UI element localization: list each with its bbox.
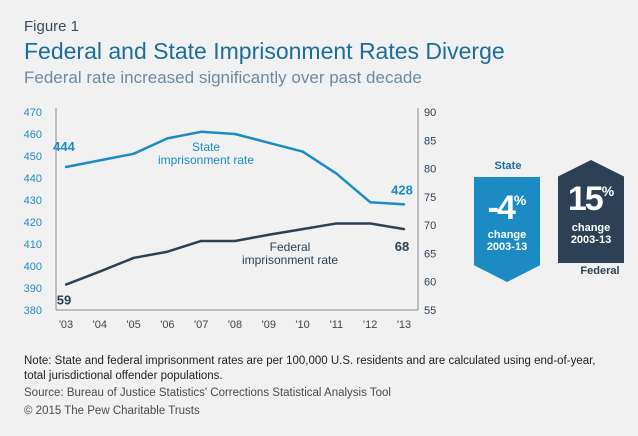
federal-data-point	[98, 270, 102, 273]
federal-data-point	[233, 239, 237, 243]
left-tick-label: 470	[24, 107, 42, 119]
right-tick-label: 70	[424, 220, 436, 232]
federal-series-line	[65, 222, 405, 286]
federal-data-point	[402, 227, 406, 231]
federal-change-word: change	[571, 222, 611, 234]
state-series-line	[65, 130, 405, 206]
left-tick-label: 420	[24, 217, 42, 229]
x-tick-label: '11	[330, 319, 344, 331]
x-tick-label: '04	[93, 319, 107, 331]
left-tick-label: 450	[24, 151, 42, 163]
state-change-period: 2003-13	[486, 241, 528, 253]
federal-series-label-line1: Federal	[270, 240, 311, 254]
left-tick-label: 410	[24, 239, 42, 251]
left-tick-label: 390	[24, 283, 42, 295]
federal-end-label: 68	[395, 239, 409, 254]
left-tick-label: 460	[24, 129, 42, 141]
copyright-line: © 2015 The Pew Charitable Trusts	[24, 405, 200, 417]
right-axis: 90 85 80 75 70 65 60 55	[424, 107, 436, 317]
right-tick-label: 80	[424, 164, 436, 176]
state-data-point	[335, 172, 338, 175]
x-tick-label: '09	[262, 319, 276, 331]
state-end-label: 428	[391, 182, 413, 197]
left-tick-label: 430	[24, 195, 42, 207]
x-tick-label: '05	[126, 319, 140, 331]
right-tick-label: 55	[424, 305, 436, 317]
federal-data-point	[166, 250, 169, 253]
state-data-point	[369, 201, 372, 204]
left-axis: 470 460 450 440 430 420 410 400 390 380	[24, 107, 42, 317]
state-data-point	[402, 203, 406, 206]
state-series-label-line2: imprisonment rate	[158, 153, 254, 167]
state-data-point	[132, 152, 135, 155]
state-data-point	[64, 165, 68, 169]
federal-change-badge: 15% change 2003-13	[558, 160, 624, 263]
figure-label: Figure 1	[24, 18, 80, 35]
right-tick-label: 65	[424, 248, 436, 260]
x-tick-label: '08	[228, 319, 242, 331]
x-tick-label: '03	[59, 319, 73, 331]
x-tick-label: '13	[397, 319, 411, 331]
federal-data-point	[64, 283, 68, 286]
state-data-point	[166, 137, 169, 140]
footnote: Note: State and federal imprisonment rat…	[24, 355, 596, 382]
source-line: Source: Bureau of Justice Statistics' Co…	[24, 387, 391, 399]
state-data-point	[233, 132, 237, 136]
state-change-badge: -4% change 2003-13	[474, 177, 540, 282]
x-tick-label: '06	[160, 319, 174, 331]
federal-data-point	[267, 233, 270, 236]
federal-badge-label: Federal	[580, 265, 620, 277]
x-tick-label: '12	[363, 319, 377, 331]
left-tick-label: 400	[24, 261, 42, 273]
state-change-value: 4	[496, 189, 516, 227]
left-tick-label: 440	[24, 173, 42, 185]
right-tick-label: 90	[424, 107, 436, 119]
federal-series-label-line2: imprisonment rate	[242, 253, 338, 267]
state-change-word: change	[487, 229, 527, 241]
right-tick-label: 60	[424, 277, 436, 289]
state-data-point	[301, 150, 304, 153]
state-percent-sign: %	[513, 192, 527, 208]
federal-data-point	[335, 222, 338, 225]
federal-change-value: 15	[567, 180, 604, 218]
left-tick-label: 380	[24, 305, 42, 317]
chart-title: Federal and State Imprisonment Rates Div…	[24, 38, 505, 64]
state-start-label: 444	[53, 139, 75, 154]
federal-percent-sign: %	[601, 183, 615, 199]
x-axis: '03 '04 '05 '06 '07 '08 '09 '10 '11 '12 '13	[59, 319, 411, 331]
x-tick-label: '10	[295, 319, 309, 331]
state-badge-label: State	[494, 160, 522, 172]
x-tick-label: '07	[194, 319, 208, 331]
state-data-point	[98, 159, 102, 162]
right-tick-label: 85	[424, 135, 436, 147]
state-data-point	[267, 141, 270, 144]
federal-data-point	[200, 239, 203, 243]
federal-change-period: 2003-13	[570, 234, 612, 246]
federal-data-point	[132, 256, 135, 260]
chart-subtitle: Federal rate increased significantly ove…	[24, 68, 422, 87]
federal-start-label: 59	[57, 293, 71, 308]
state-change-sign: -	[487, 189, 499, 227]
right-tick-label: 75	[424, 192, 436, 204]
state-data-point	[200, 130, 203, 133]
federal-data-point	[301, 227, 304, 231]
federal-data-point	[369, 222, 372, 225]
state-series-label-line1: State	[192, 140, 220, 154]
